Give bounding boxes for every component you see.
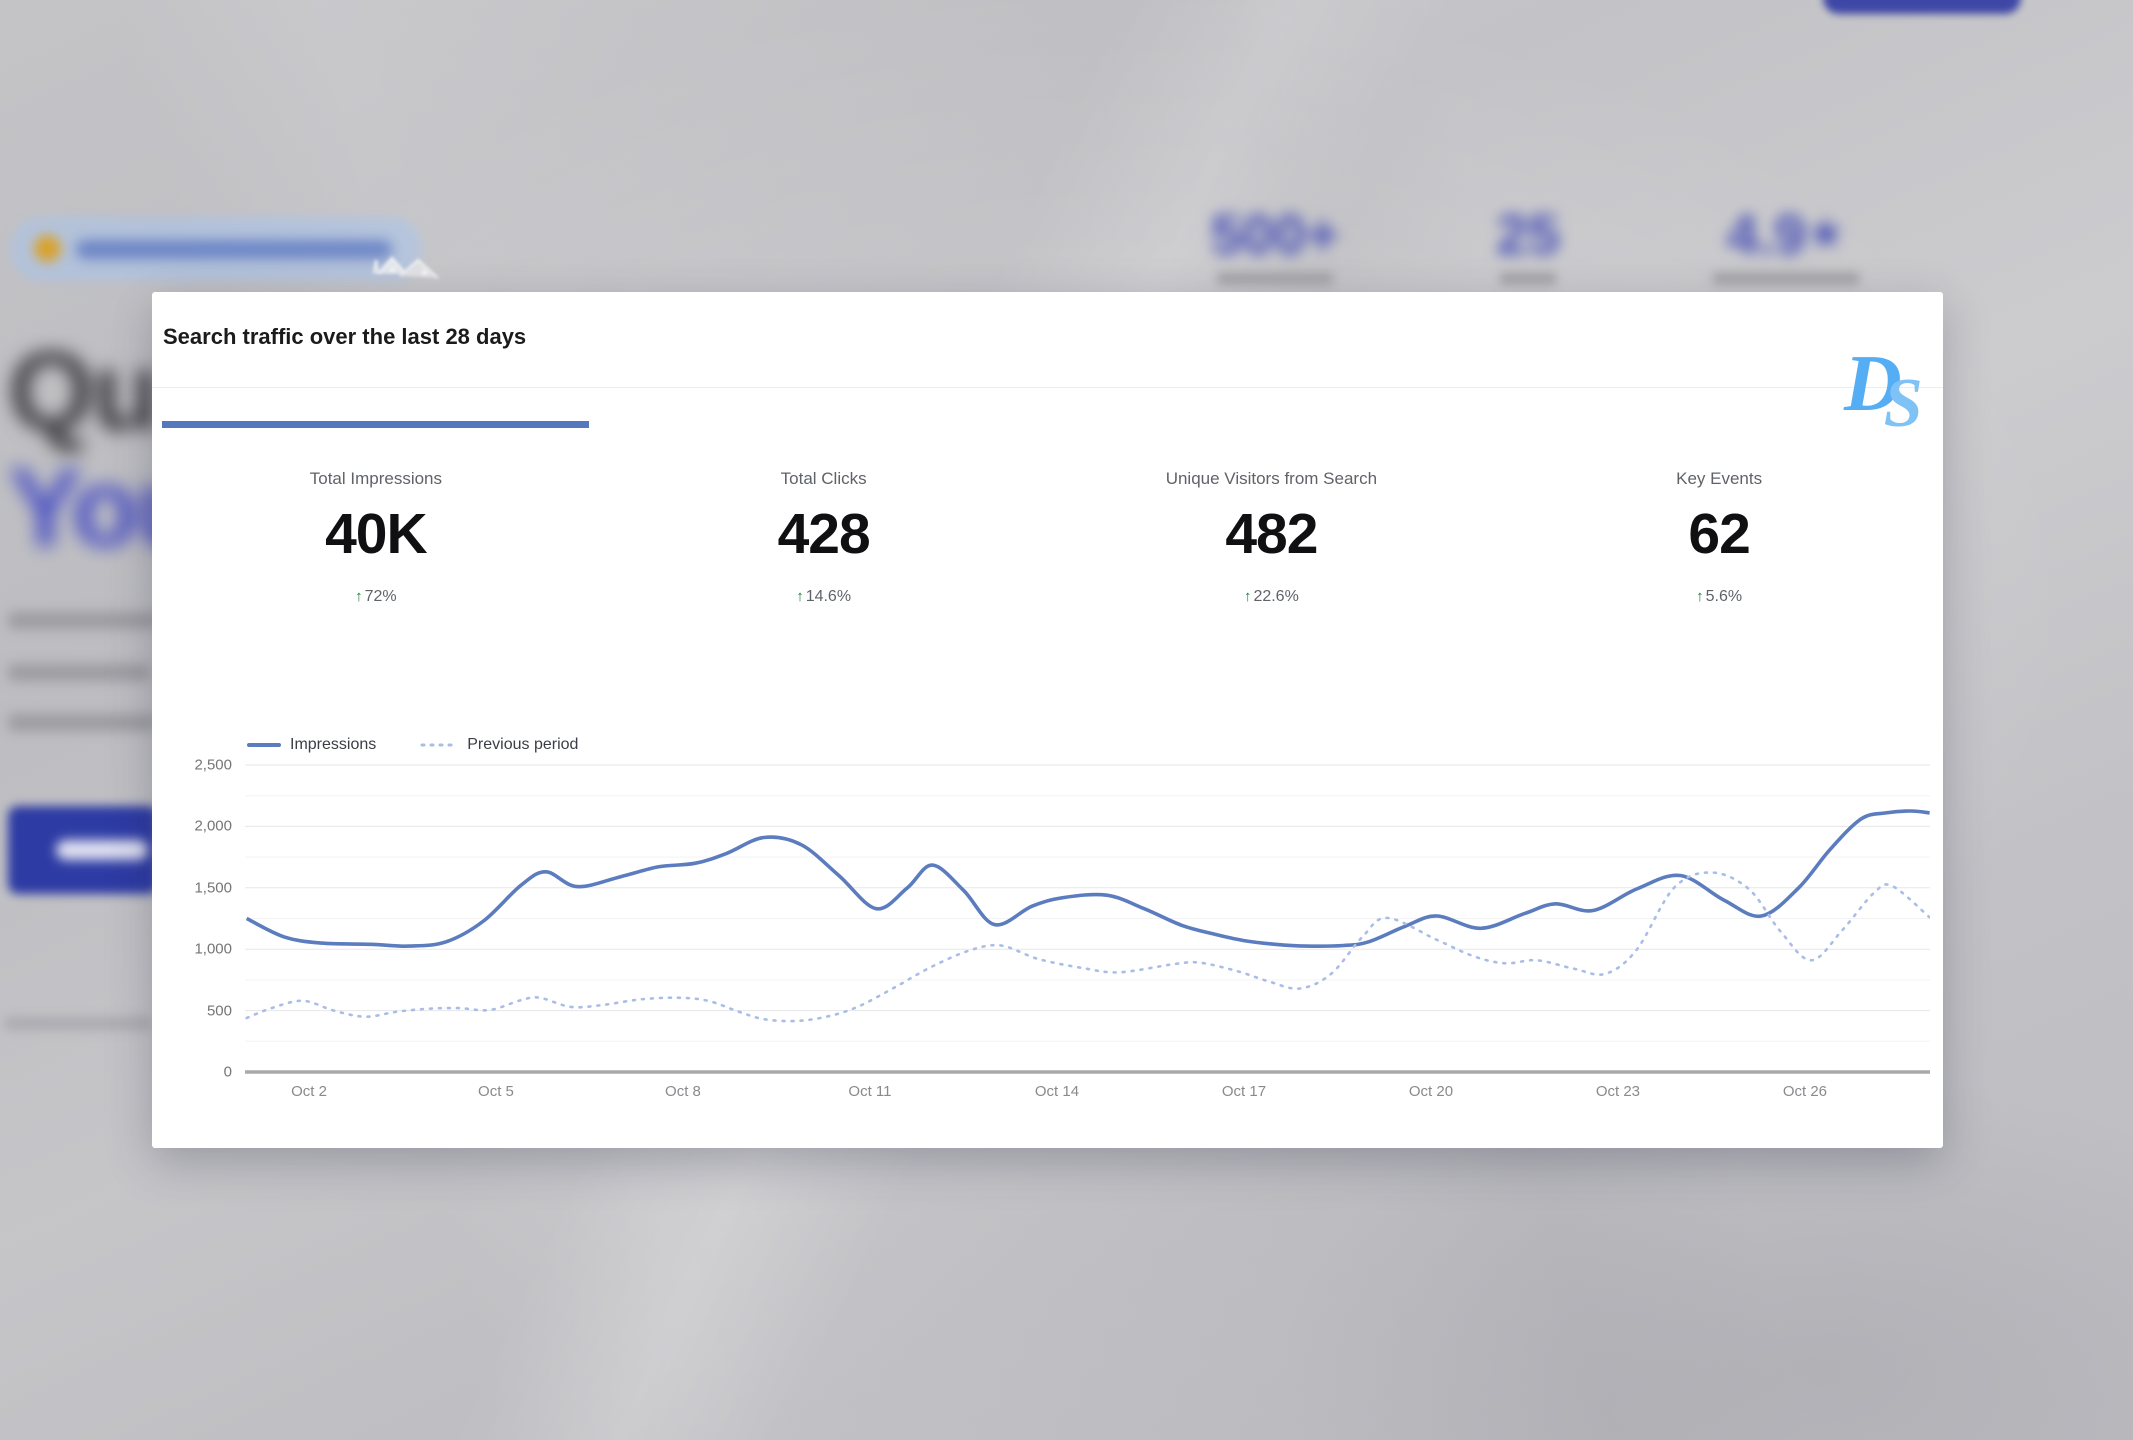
x-axis-tick-label: Oct 26 <box>1782 1083 1827 1100</box>
x-axis-tick-label: Oct 8 <box>665 1083 701 1100</box>
metric-delta-value: 14.6% <box>805 588 852 605</box>
x-axis-tick-label: Oct 14 <box>1034 1083 1080 1100</box>
metric-key-events: Key Events 62 ↑ 5.6% <box>1495 457 1943 606</box>
y-axis-tick-label: 2,500 <box>194 756 232 774</box>
y-axis-tick-label: 2,000 <box>194 817 232 835</box>
y-axis-tick-label: 1,000 <box>194 940 232 958</box>
stat-rating-value: 4.9 <box>1726 203 1806 267</box>
rating-badge-pill <box>10 217 422 281</box>
navbar-cta-button-fragment[interactable] <box>1823 0 2021 14</box>
star-icon: ★ <box>1805 209 1846 258</box>
up-arrow-icon: ↑ <box>355 588 363 605</box>
metric-value: 40K <box>325 502 428 566</box>
y-axis-tick-label: 500 <box>206 1002 232 1020</box>
metric-delta: ↑ 14.6% <box>600 588 1048 606</box>
hero-paragraph-line <box>8 664 150 681</box>
stat-caption-blur <box>1216 272 1334 285</box>
metric-delta-value: 5.6% <box>1705 588 1743 605</box>
stat-caption-blur <box>1499 272 1557 285</box>
hero-heading-line1: Qu <box>8 329 161 454</box>
stat-caption-blur <box>1712 272 1860 285</box>
ds-logo-letter-d: D <box>1844 340 1902 428</box>
x-axis-tick-label: Oct 5 <box>478 1083 514 1100</box>
hero-paragraph-line <box>8 714 156 731</box>
stat-years-value: 25 <box>1496 203 1560 267</box>
ds-logo-letter-s: S <box>1883 365 1923 442</box>
x-axis-tick-label: Oct 23 <box>1595 1083 1641 1100</box>
traffic-line-chart <box>245 764 1930 1074</box>
badge-star-icon <box>34 235 61 262</box>
badge-blurred-text <box>76 240 392 259</box>
chart-legend: Impressions Previous period <box>247 736 578 754</box>
metric-delta-value: 72% <box>364 588 397 605</box>
x-axis-tick-label: Oct 11 <box>848 1083 892 1100</box>
stat-years: 25 <box>1496 202 1559 268</box>
metric-value: 62 <box>1688 502 1750 566</box>
metric-value: 482 <box>1225 502 1318 566</box>
metric-total-impressions: Total Impressions 40K ↑ 72% <box>152 457 600 606</box>
metric-unique-visitors: Unique Visitors from Search 482 ↑ 22.6% <box>1048 457 1496 606</box>
metric-label: Unique Visitors from Search <box>1165 469 1378 488</box>
previous-period-line-swatch <box>420 743 458 747</box>
metric-delta: ↑ 22.6% <box>1048 588 1496 606</box>
impressions-line-swatch <box>247 743 281 747</box>
divider <box>152 387 1943 388</box>
licensed-note-blurred-text <box>4 1016 152 1031</box>
legend-item-impressions[interactable]: Impressions <box>247 736 376 754</box>
hero-paragraph-line <box>8 612 158 629</box>
legend-label: Previous period <box>467 736 579 753</box>
y-axis-tick-label: 1,500 <box>194 879 232 897</box>
y-axis-tick-label: 0 <box>223 1063 232 1081</box>
up-arrow-icon: ↑ <box>1243 588 1252 605</box>
metric-delta: ↑ 5.6% <box>1495 588 1943 606</box>
active-tab-indicator <box>162 421 589 428</box>
search-traffic-card: Search traffic over the last 28 days DS … <box>152 292 1943 1148</box>
x-axis-tick-label: Oct 20 <box>1408 1083 1454 1100</box>
metric-label: Total Impressions <box>309 469 443 488</box>
hero-cta-label-blur <box>56 840 148 860</box>
x-axis-tick-label: Oct 17 <box>1221 1083 1267 1100</box>
legend-item-previous-period[interactable]: Previous period <box>420 736 578 754</box>
metrics-row: Total Impressions 40K ↑ 72% Total Clicks … <box>152 457 1943 606</box>
metric-delta: ↑ 72% <box>152 588 600 606</box>
up-arrow-icon: ↑ <box>796 588 804 605</box>
metric-total-clicks: Total Clicks 428 ↑ 14.6% <box>600 457 1048 606</box>
metric-value: 428 <box>777 502 871 566</box>
roofing-logo-icon <box>372 250 442 289</box>
series-impressions <box>245 809 1930 948</box>
series-previous-period <box>245 871 1930 1023</box>
metric-label: Total Clicks <box>780 469 867 488</box>
stat-projects-value: 500+ <box>1210 203 1340 267</box>
legend-label: Impressions <box>290 736 377 753</box>
stat-projects: 500+ <box>1211 202 1339 268</box>
metric-label: Key Events <box>1676 469 1763 488</box>
x-axis-tick-label: Oct 2 <box>291 1083 327 1100</box>
hero-cta-button[interactable] <box>8 806 158 894</box>
stat-rating: 4.9★ <box>1727 202 1846 268</box>
card-title: Search traffic over the last 28 days <box>163 324 527 349</box>
up-arrow-icon: ↑ <box>1696 588 1704 605</box>
metric-delta-value: 22.6% <box>1253 588 1299 605</box>
ds-watermark-logo: DS <box>1844 344 1923 439</box>
